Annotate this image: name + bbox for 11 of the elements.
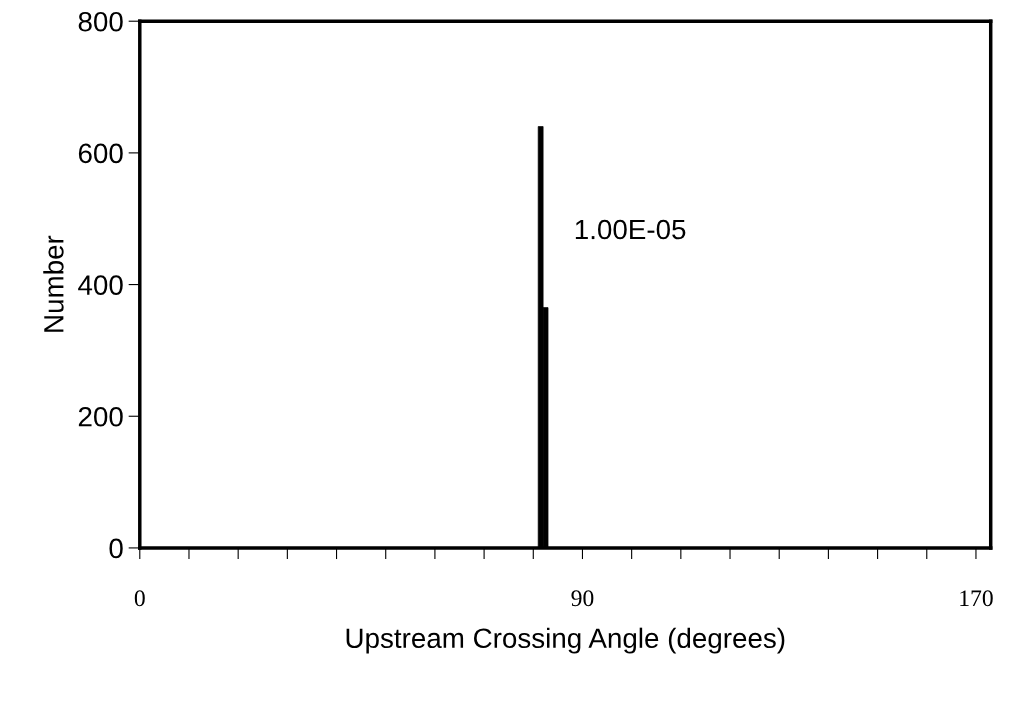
y-tick-label: 800 bbox=[78, 11, 123, 32]
x-tick-label: 90 bbox=[571, 590, 594, 607]
y-tick-label: 0 bbox=[109, 538, 123, 559]
x-tick-label: 170 bbox=[960, 590, 993, 607]
annotation: 1.00E-05 bbox=[575, 219, 686, 240]
y-tick-label: 200 bbox=[78, 406, 123, 427]
y-axis-title: Number bbox=[43, 235, 64, 332]
x-axis-title: Upstream Crossing Angle (degrees) bbox=[346, 627, 785, 654]
y-tick-label: 400 bbox=[78, 275, 123, 295]
y-tick-label: 600 bbox=[78, 143, 123, 164]
x-tick-label: 0 bbox=[134, 590, 145, 607]
